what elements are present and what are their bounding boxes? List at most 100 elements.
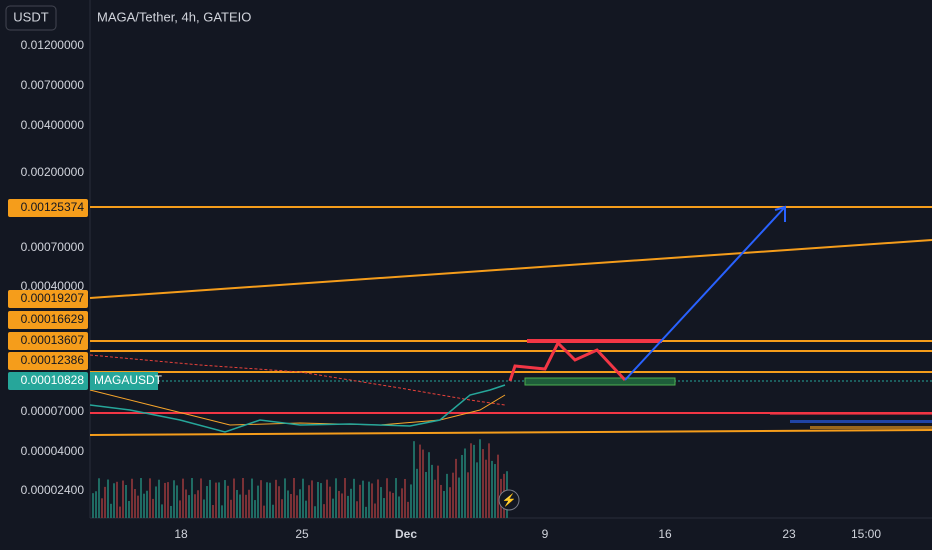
volume-bar [293,478,295,518]
alert-glyph[interactable]: ⚡ [502,493,517,507]
volume-bar [233,478,235,518]
volume-bar [179,500,181,518]
volume-bar [461,454,463,518]
volume-bar [275,479,277,518]
volume-bar [299,489,301,518]
volume-bar [344,478,346,518]
volume-bar [110,503,112,518]
moving-average [89,354,506,406]
volume-bar [188,495,190,518]
volume-bar [494,464,496,518]
volume-bar [434,479,436,518]
volume-bar [428,452,430,518]
volume-bar [449,487,451,518]
price-tag-label: 0.00016629 [21,312,85,326]
volume-bar [332,498,334,518]
volume-bar [167,482,169,518]
volume-bar [158,479,160,518]
currency[interactable]: USDT [13,9,48,24]
current-price: 0.00010828 [21,373,85,387]
volume-bar [386,478,388,518]
volume-bar [287,490,289,518]
volume-bar [263,505,265,518]
volume-bar [125,484,127,518]
level-line [89,429,932,436]
volume-bar [425,471,427,518]
volume-bar [305,500,307,518]
target-bar [527,339,662,343]
volume-bar [278,486,280,518]
volume-bar [212,505,214,518]
time-label: 16 [658,527,672,541]
volume-bar [431,464,433,518]
volume-bar [203,499,205,518]
price-tag-label: 0.00013607 [21,333,85,347]
volume-bar [170,505,172,518]
volume-bar [380,487,382,518]
volume-bar [182,478,184,518]
volume-bar [95,491,97,518]
volume-bar [143,493,145,518]
currency-button[interactable] [5,5,57,31]
current-price-tag [8,372,88,390]
volume-bar [383,498,385,518]
volume-bar [92,493,94,518]
volume-bar [209,479,211,518]
volume-bar [374,503,376,518]
time-label: 9 [542,527,549,541]
projection-path [508,340,627,382]
volume-bar [314,506,316,518]
trend-line [89,239,932,299]
arrow-head [774,205,786,222]
price-label: 0.00070000 [21,240,85,254]
volume-bar [260,480,262,518]
volume-bar [488,443,490,518]
volume-bar [326,479,328,518]
volume-bar [317,481,319,518]
volume-bar [473,444,475,518]
volume-bar [215,482,217,518]
volume-bar [227,485,229,518]
volume-bar [224,480,226,518]
price-label: 0.00002400 [21,483,85,497]
volume-bar [272,504,274,518]
volume-bar [458,477,460,518]
support-zone [524,377,676,386]
volume-bar [206,486,208,518]
volume-bar [365,506,367,518]
price-label: 0.01200000 [21,38,85,52]
volume-bar [350,488,352,518]
volume-bar [389,491,391,518]
volume-bar [191,478,193,518]
price-tag [8,199,88,217]
volume-bar [308,485,310,518]
volume-bar [482,449,484,518]
volume-bar [218,482,220,518]
volume-bars [92,439,508,518]
volume-bar [266,482,268,518]
time-label: 18 [174,527,188,541]
volume-bar [368,481,370,518]
alert-icon[interactable] [498,489,520,511]
volume-bar [197,490,199,518]
volume-bar [320,483,322,518]
volume-bar [323,504,325,518]
volume-bar [446,473,448,518]
price-tag-label: 0.00012386 [21,353,85,367]
volume-bar [161,504,163,518]
volume-bar [329,486,331,518]
volume-bar [353,478,355,518]
volume-bar [194,494,196,518]
volume-bar [248,489,250,518]
volume-bar [284,478,286,518]
volume-bar [236,489,238,518]
price-line [89,384,506,433]
price-tag [8,332,88,350]
volume-bar [422,449,424,518]
volume-bar [140,478,142,518]
volume-bar [257,485,259,518]
time-label: 15:00 [851,527,881,541]
volume-bar [128,500,130,518]
volume-bar [335,478,337,518]
